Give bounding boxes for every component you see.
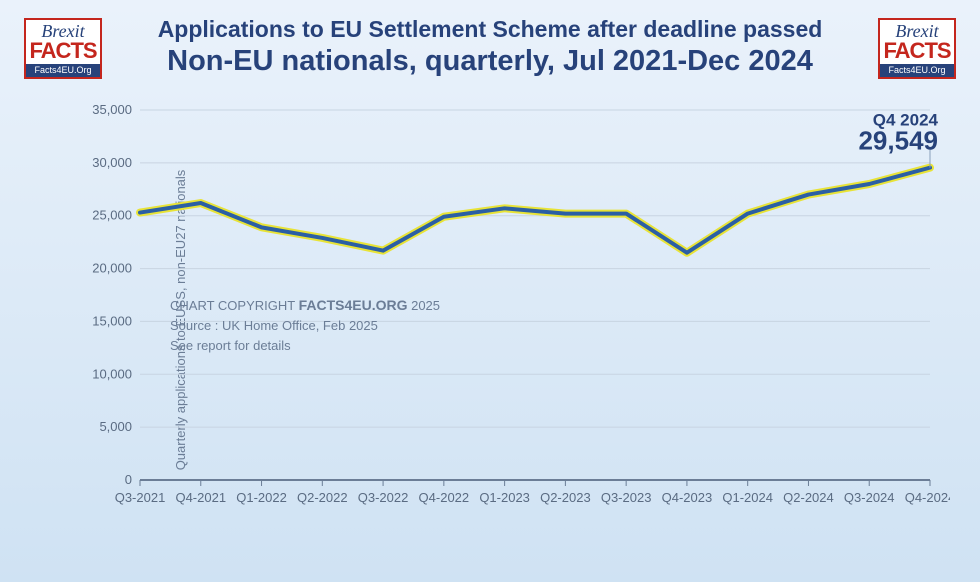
- svg-text:Q2-2022: Q2-2022: [297, 490, 348, 505]
- svg-text:25,000: 25,000: [92, 208, 132, 223]
- svg-text:Q4-2021: Q4-2021: [175, 490, 226, 505]
- y-ticks: 0 5,000 10,000 15,000 20,000 25,000 30,000 35,0…: [92, 102, 132, 487]
- logo-bar: Facts4EU.Org: [880, 64, 954, 77]
- copyright-year: 2025: [407, 298, 440, 313]
- last-point-annotation: Q4 202429,549: [858, 111, 938, 168]
- chart-area: Quarterly applications to EUSS, non-EU27…: [40, 100, 950, 540]
- copyright-prefix: CHART COPYRIGHT: [170, 298, 299, 313]
- svg-text:5,000: 5,000: [99, 419, 132, 434]
- brand-logo-left: Brexit FACTS Facts4EU.Org: [24, 18, 102, 79]
- svg-text:Q1-2022: Q1-2022: [236, 490, 287, 505]
- svg-text:Q3-2021: Q3-2021: [115, 490, 166, 505]
- logo-bar: Facts4EU.Org: [26, 64, 100, 77]
- svg-text:Q4-2024: Q4-2024: [905, 490, 950, 505]
- chart-titles: Applications to EU Settlement Scheme aft…: [0, 0, 980, 78]
- svg-text:Q3-2022: Q3-2022: [358, 490, 409, 505]
- copyright-note: See report for details: [170, 338, 291, 353]
- svg-text:0: 0: [125, 472, 132, 487]
- chart-title-line1: Applications to EU Settlement Scheme aft…: [0, 16, 980, 43]
- logo-facts: FACTS: [880, 40, 954, 62]
- svg-text:20,000: 20,000: [92, 261, 132, 276]
- copyright-org: FACTS4EU.ORG: [299, 297, 408, 313]
- svg-text:Q3-2024: Q3-2024: [844, 490, 895, 505]
- copyright-block: CHART COPYRIGHT FACTS4EU.ORG 2025 Source…: [170, 295, 440, 355]
- svg-text:Q2-2023: Q2-2023: [540, 490, 591, 505]
- brand-logo-right: Brexit FACTS Facts4EU.Org: [878, 18, 956, 79]
- svg-text:Q2-2024: Q2-2024: [783, 490, 834, 505]
- svg-text:Q4-2023: Q4-2023: [662, 490, 713, 505]
- x-ticks: Q3-2021 Q4-2021 Q1-2022 Q2-2022 Q3-2022 Q4-20…: [115, 480, 950, 505]
- chart-title-line2: Non-EU nationals, quarterly, Jul 2021-De…: [0, 45, 980, 78]
- logo-facts: FACTS: [26, 40, 100, 62]
- svg-text:29,549: 29,549: [858, 126, 938, 156]
- copyright-source: Source : UK Home Office, Feb 2025: [170, 318, 378, 333]
- svg-text:30,000: 30,000: [92, 155, 132, 170]
- svg-text:Q1-2024: Q1-2024: [722, 490, 773, 505]
- svg-text:15,000: 15,000: [92, 313, 132, 328]
- svg-text:10,000: 10,000: [92, 366, 132, 381]
- series-line: [140, 168, 930, 253]
- svg-text:Q4-2022: Q4-2022: [419, 490, 470, 505]
- svg-text:Q3-2023: Q3-2023: [601, 490, 652, 505]
- svg-text:Q1-2023: Q1-2023: [479, 490, 530, 505]
- svg-text:35,000: 35,000: [92, 102, 132, 117]
